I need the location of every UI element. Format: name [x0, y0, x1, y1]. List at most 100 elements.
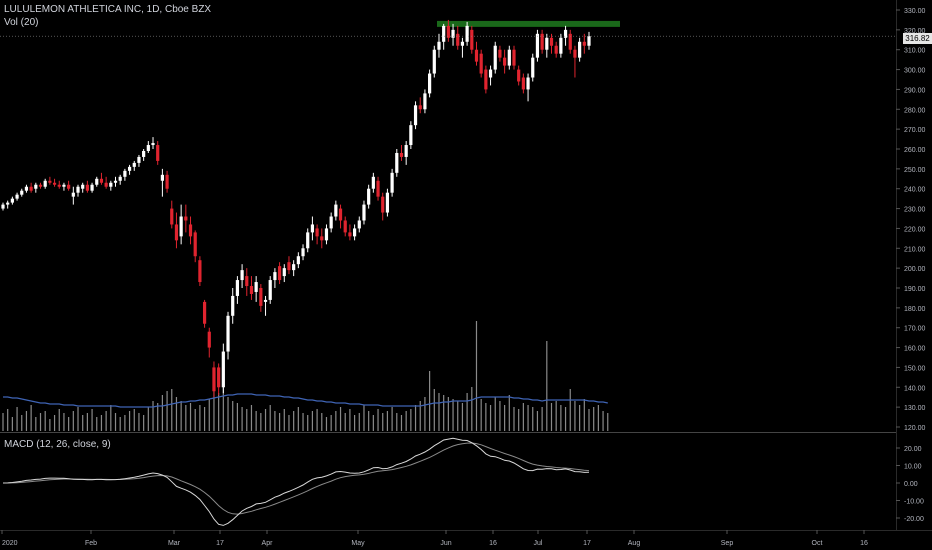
candle-body [563, 29, 568, 38]
candle [43, 178, 47, 189]
candle [559, 33, 563, 58]
volume-bar [152, 401, 154, 431]
candle-body [526, 77, 530, 90]
candle-body [573, 49, 577, 58]
candle [371, 172, 375, 193]
volume-bar [297, 407, 299, 431]
candle-body [15, 194, 19, 199]
candle-body [554, 45, 558, 54]
volume-bar [372, 415, 374, 431]
candle-body [57, 184, 61, 187]
candle [320, 228, 324, 249]
volume-bar [175, 397, 178, 431]
volume-bar [522, 403, 524, 431]
macd-tick-label: -20.00 [904, 516, 924, 523]
candle-body [207, 331, 211, 348]
candle-body [259, 288, 263, 306]
candle-body [10, 198, 14, 203]
candle-body [273, 272, 277, 281]
candle [582, 33, 586, 54]
candle [442, 23, 446, 50]
time-tick-label: 17 [216, 540, 224, 547]
candle [113, 176, 118, 187]
price-tick-label: 160.00 [904, 346, 926, 353]
candle [29, 182, 33, 193]
volume-bar [339, 407, 342, 431]
candle-body [76, 186, 80, 193]
candle-body [170, 208, 174, 225]
candle [273, 268, 277, 288]
candle-body [43, 180, 47, 187]
candle [470, 25, 474, 54]
volume-bar [49, 419, 51, 431]
volume-bar [593, 407, 595, 431]
candle-body [357, 220, 361, 229]
candle-body [95, 178, 99, 185]
price-tick-label: 200.00 [904, 266, 926, 273]
price-tick-label: 180.00 [904, 306, 926, 313]
candle-body [109, 182, 113, 187]
macd-line [2, 437, 590, 526]
volume-bar [504, 405, 506, 431]
time-tick-label: 17 [583, 540, 591, 547]
volume-bar [208, 399, 210, 431]
volume-bar [485, 403, 487, 431]
candle-body [240, 270, 244, 281]
volume-bar [368, 411, 370, 431]
price-tick-label: 290.00 [904, 87, 926, 94]
candle-body [287, 262, 291, 271]
time-tick-label: 2020 [2, 540, 18, 547]
volume-bar [574, 401, 576, 431]
volume-bar [602, 411, 604, 431]
candle [245, 268, 249, 296]
volume-bar [30, 405, 32, 431]
volume-bar [82, 415, 84, 431]
candle [343, 216, 347, 237]
volume-bar [302, 413, 304, 431]
candle [268, 276, 272, 304]
candle-body [362, 204, 366, 221]
volume-bar [91, 409, 93, 431]
candle [156, 141, 160, 165]
candle [460, 37, 465, 58]
volume-bar [489, 405, 492, 431]
candle-body [404, 145, 408, 157]
candle [526, 73, 530, 102]
candle-body [38, 184, 43, 187]
time-tick-label: Jul [534, 540, 543, 547]
volume-bar [386, 411, 389, 431]
volume-bar [363, 405, 365, 431]
candle [545, 33, 549, 58]
volume-bar [119, 417, 121, 431]
volume-bar [443, 395, 445, 431]
candle [24, 184, 29, 193]
candle-body [231, 295, 235, 316]
candle [409, 121, 413, 149]
volume-bar [194, 409, 196, 431]
candle-body [545, 37, 549, 50]
candle-body [249, 286, 254, 294]
candle-body [132, 162, 136, 167]
price-tick-label: 220.00 [904, 226, 926, 233]
volume-bar [330, 415, 332, 431]
candle [263, 295, 268, 316]
volume-bar [53, 415, 56, 431]
candle [207, 327, 211, 358]
volume-bar [77, 407, 79, 431]
candle [221, 343, 225, 394]
candle-body [428, 73, 432, 94]
macd-legend: MACD (12, 26, close, 9) [4, 439, 111, 450]
symbol-legend: LULULEMON ATHLETICA INC, 1D, Cboe BZX [4, 4, 212, 15]
candle-body [390, 172, 394, 193]
candle [488, 65, 493, 86]
candle [390, 168, 394, 197]
volume-bar [597, 405, 599, 431]
volume-bar [157, 403, 159, 431]
volume-bar [429, 371, 431, 431]
candle [67, 180, 71, 191]
candle [1, 202, 5, 211]
time-tick-label: Apr [262, 540, 274, 547]
price-tick-label: 170.00 [904, 326, 926, 333]
candle [202, 299, 207, 328]
